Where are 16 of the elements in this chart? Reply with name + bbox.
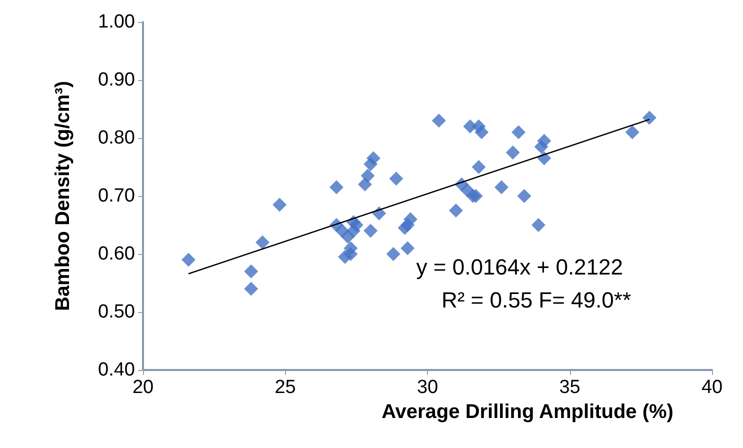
y-tick-label: 1.00	[98, 12, 135, 32]
y-tick-label: 0.60	[98, 244, 135, 264]
y-tick-label: 0.40	[98, 360, 135, 380]
annotation: y = 0.0164x + 0.2122	[416, 254, 624, 280]
x-axis-title: Average Drilling Amplitude (%)	[382, 400, 674, 423]
annotation: R² = 0.55 F= 49.0**	[441, 288, 632, 312]
x-tick-label: 40	[701, 377, 723, 398]
x-tick-label: 25	[274, 377, 296, 398]
x-tick-label: 35	[559, 377, 580, 398]
y-axis-title: Bamboo Density (g/cm³)	[52, 80, 74, 312]
x-tick-label: 20	[132, 377, 154, 398]
y-tick-label: 0.90	[98, 70, 135, 90]
y-tick-label: 0.50	[98, 302, 135, 322]
y-tick-label: 0.80	[98, 128, 135, 148]
x-tick-label: 30	[416, 377, 438, 398]
y-tick-label: 0.70	[98, 186, 135, 206]
